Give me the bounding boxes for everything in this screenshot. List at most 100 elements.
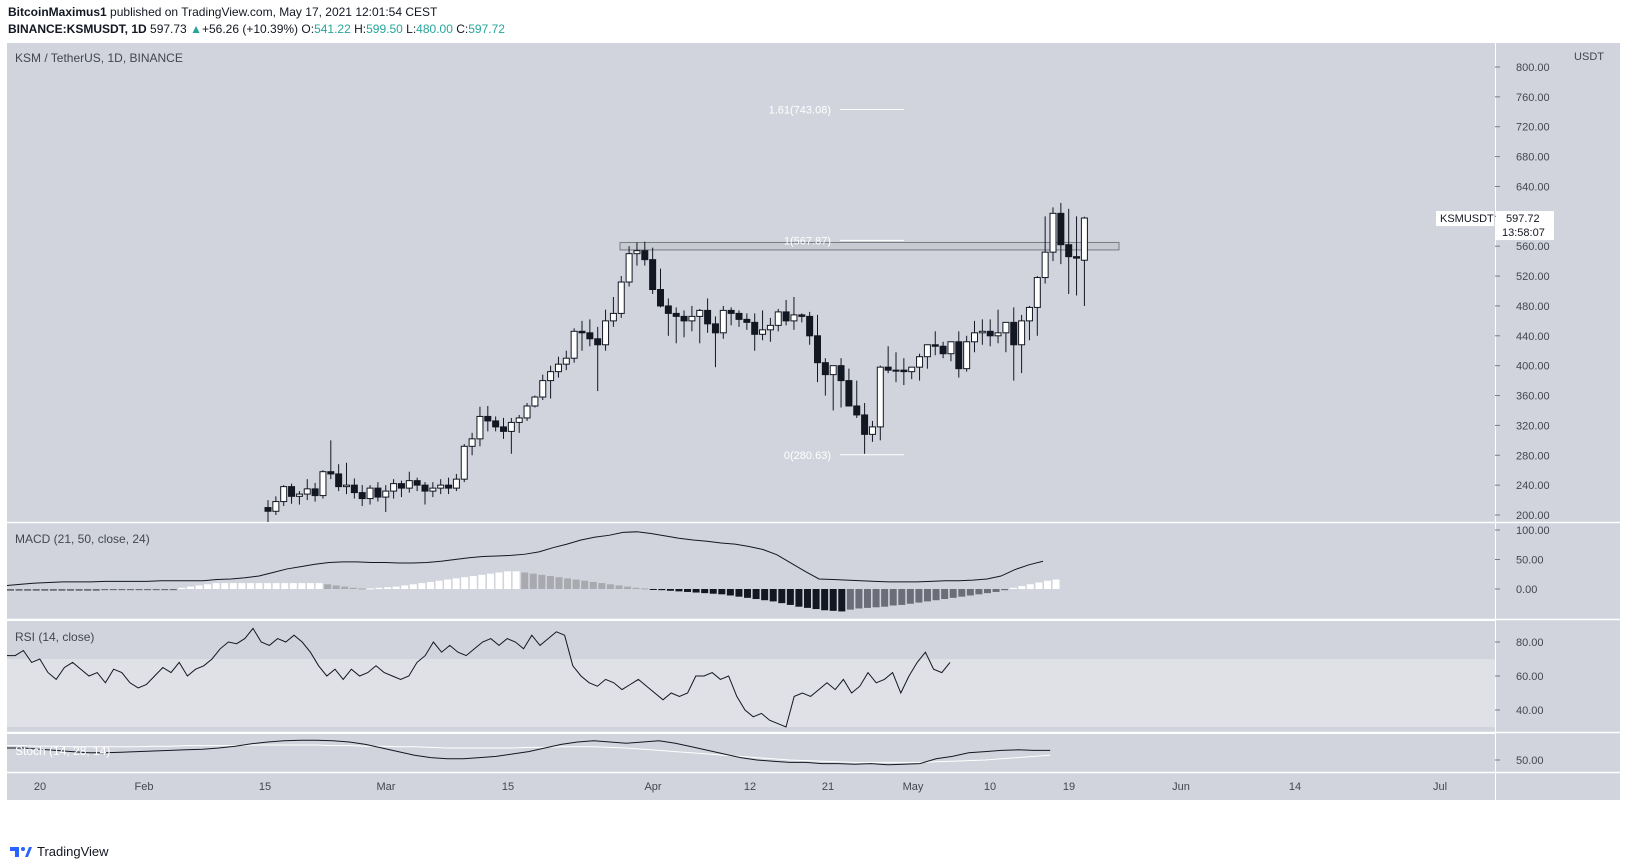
candle-body[interactable] [672, 312, 680, 317]
candle-body[interactable] [562, 357, 570, 365]
candle-body[interactable] [500, 426, 507, 432]
candle-body[interactable] [704, 309, 712, 325]
stoch-d-line[interactable] [7, 744, 1051, 763]
candle-body[interactable] [696, 309, 704, 317]
candle-body[interactable] [303, 488, 311, 495]
candle-body[interactable] [531, 396, 539, 407]
candle-body[interactable] [963, 341, 971, 370]
candle-body[interactable] [806, 315, 814, 337]
candle-body[interactable] [1033, 277, 1041, 308]
candle-body[interactable] [366, 487, 374, 500]
candle-body[interactable] [711, 323, 719, 334]
candle-body[interactable] [468, 438, 476, 447]
candle-body[interactable] [547, 371, 555, 382]
candle-body[interactable] [664, 305, 672, 314]
candle-body[interactable] [492, 420, 500, 428]
candle-body[interactable] [554, 363, 562, 373]
candle-body[interactable] [319, 471, 327, 497]
candle-body[interactable] [609, 312, 617, 322]
candle-body[interactable] [955, 341, 963, 370]
candle-body[interactable] [625, 253, 633, 283]
candle-body[interactable] [335, 473, 343, 488]
candle-body[interactable] [460, 445, 468, 480]
candle-body[interactable] [390, 483, 398, 492]
candle-body[interactable] [405, 480, 413, 489]
candle-body[interactable] [986, 330, 994, 337]
candle-body[interactable] [437, 484, 445, 489]
candle-body[interactable] [578, 330, 586, 334]
candle-body[interactable] [413, 480, 421, 486]
candle-body[interactable] [358, 492, 366, 500]
candle-body[interactable] [782, 311, 790, 322]
candle-body[interactable] [507, 421, 515, 432]
candle-body[interactable] [766, 324, 774, 331]
tradingview-logo[interactable]: TradingView [10, 844, 109, 859]
candle-body[interactable] [978, 330, 986, 334]
candle-body[interactable] [1073, 256, 1081, 259]
candle-body[interactable] [759, 329, 767, 335]
candle-body[interactable] [515, 417, 523, 423]
candle-body[interactable] [908, 366, 916, 373]
candle-body[interactable] [837, 365, 845, 382]
stoch-pane[interactable] [7, 734, 1495, 772]
candle-body[interactable] [774, 311, 782, 326]
candle-body[interactable] [900, 369, 908, 373]
candle-body[interactable] [421, 484, 429, 492]
candle-body[interactable] [727, 309, 735, 314]
candle-body[interactable] [1025, 306, 1033, 322]
candle-body[interactable] [602, 320, 610, 346]
candle-body[interactable] [853, 405, 861, 416]
candle-body[interactable] [814, 335, 821, 364]
candle-body[interactable] [327, 471, 335, 475]
candle-body[interactable] [1018, 320, 1026, 346]
candle-body[interactable] [641, 250, 649, 261]
candle-body[interactable] [861, 414, 869, 435]
candle-body[interactable] [452, 478, 460, 489]
candle-body[interactable] [916, 356, 924, 368]
candle-body[interactable] [845, 380, 853, 407]
candle-body[interactable] [680, 315, 688, 322]
stoch-k-line[interactable] [7, 739, 1051, 766]
candle-body[interactable] [657, 289, 664, 307]
candle-body[interactable] [892, 369, 900, 372]
candle-body[interactable] [798, 314, 806, 317]
candle-body[interactable] [649, 259, 657, 291]
candle-body[interactable] [523, 405, 531, 419]
candle-body[interactable] [1065, 244, 1073, 258]
candle-body[interactable] [445, 484, 453, 489]
candle-body[interactable] [994, 332, 1002, 337]
macd-pane[interactable] [7, 523, 1495, 619]
candle-body[interactable] [688, 315, 696, 322]
candle-body[interactable] [382, 490, 390, 498]
candle-body[interactable] [594, 338, 602, 346]
candle-body[interactable] [923, 344, 931, 358]
candle-body[interactable] [1041, 251, 1049, 279]
candle-body[interactable] [868, 426, 876, 435]
candle-body[interactable] [295, 493, 303, 497]
candle-body[interactable] [539, 380, 547, 398]
candle-body[interactable] [633, 250, 641, 255]
candle-body[interactable] [751, 321, 759, 335]
candle-body[interactable] [876, 366, 884, 428]
candle-body[interactable] [939, 345, 947, 355]
candle-body[interactable] [931, 344, 939, 347]
candle-body[interactable] [1080, 217, 1088, 261]
price-axis[interactable] [1495, 43, 1620, 772]
candle-body[interactable] [311, 488, 319, 497]
candle-body[interactable] [1002, 321, 1010, 334]
resistance-zone[interactable] [619, 241, 1120, 251]
candle-body[interactable] [374, 487, 382, 498]
candle-body[interactable] [1049, 212, 1057, 253]
candle-body[interactable] [586, 332, 594, 340]
candle-body[interactable] [719, 309, 727, 334]
candle-body[interactable] [272, 501, 280, 512]
time-axis[interactable] [7, 772, 1620, 800]
candle-body[interactable] [476, 415, 484, 440]
candle-body[interactable] [743, 318, 751, 323]
rsi-line[interactable] [7, 627, 951, 728]
candle-body[interactable] [484, 415, 492, 422]
price-pane[interactable] [7, 43, 1495, 522]
candle-body[interactable] [397, 483, 405, 489]
candle-body[interactable] [350, 484, 358, 494]
